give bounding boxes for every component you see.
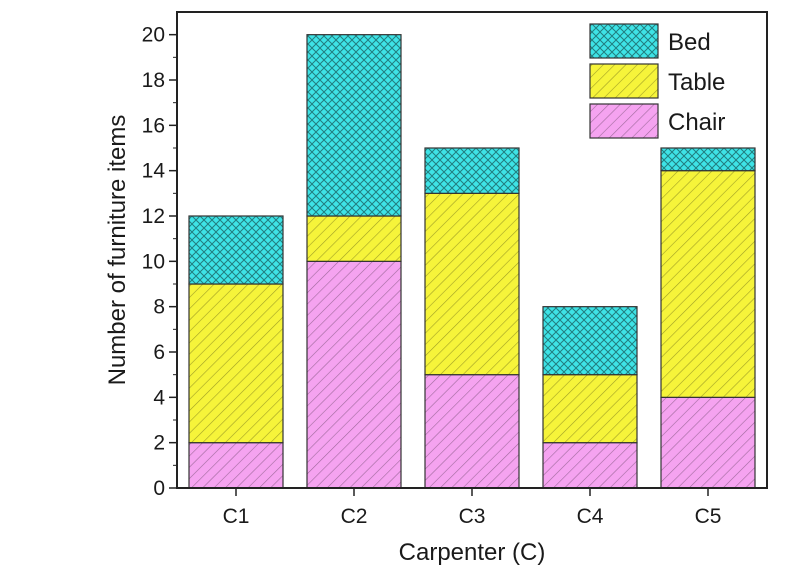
x-tick-label-c4: C4	[577, 505, 604, 528]
bar-table-c4	[542, 374, 638, 444]
legend-item-table: Table	[589, 63, 725, 99]
legend-swatch	[589, 23, 659, 59]
legend: Bed Table Chair	[589, 23, 725, 139]
x-tick-label-c3: C3	[459, 505, 486, 528]
x-tick-label-c5: C5	[695, 505, 722, 528]
bar-chair-c4	[542, 442, 638, 489]
bar-bed-c2	[306, 34, 402, 217]
y-axis: 0 2 4 6 8 10 12 14 16 18 20	[142, 24, 177, 500]
y-tick-label: 20	[142, 24, 165, 47]
x-axis: C1 C2 C3 C4 C5	[223, 488, 722, 528]
bar-table-c3	[424, 192, 520, 376]
y-tick-label: 14	[142, 160, 166, 183]
x-tick-label-c2: C2	[341, 505, 368, 528]
legend-item-bed: Bed	[589, 23, 711, 59]
bar-chair-c3	[424, 374, 520, 489]
bar-bed-c5	[660, 147, 756, 172]
bar-bed-c4	[542, 306, 638, 376]
y-tick-label: 12	[142, 205, 165, 228]
bar-bed-c3	[424, 147, 520, 194]
legend-label: Chair	[668, 109, 725, 136]
legend-item-chair: Chair	[589, 103, 725, 139]
y-axis-title: Number of furniture items	[104, 115, 131, 386]
y-tick-label: 16	[142, 114, 165, 137]
bar-table-c2	[306, 215, 402, 262]
bar-group	[188, 34, 756, 489]
y-tick-label: 10	[142, 250, 165, 273]
bar-table-c1	[188, 283, 284, 444]
y-tick-label: 0	[153, 477, 165, 500]
bar-table-c5	[660, 170, 756, 398]
x-tick-label-c1: C1	[223, 505, 250, 528]
bar-bed-c1	[188, 215, 284, 285]
x-axis-title: Carpenter (C)	[399, 539, 546, 566]
y-tick-label: 2	[153, 432, 165, 455]
bar-chair-c1	[188, 442, 284, 489]
legend-swatch	[589, 103, 659, 139]
y-tick-label: 4	[153, 386, 165, 409]
legend-label: Table	[668, 69, 725, 96]
bar-chair-c5	[660, 396, 756, 489]
y-tick-label: 6	[153, 341, 165, 364]
legend-swatch	[589, 63, 659, 99]
y-tick-label: 18	[142, 69, 165, 92]
legend-label: Bed	[668, 29, 711, 56]
bar-chair-c2	[306, 260, 402, 489]
y-tick-label: 8	[153, 296, 165, 319]
